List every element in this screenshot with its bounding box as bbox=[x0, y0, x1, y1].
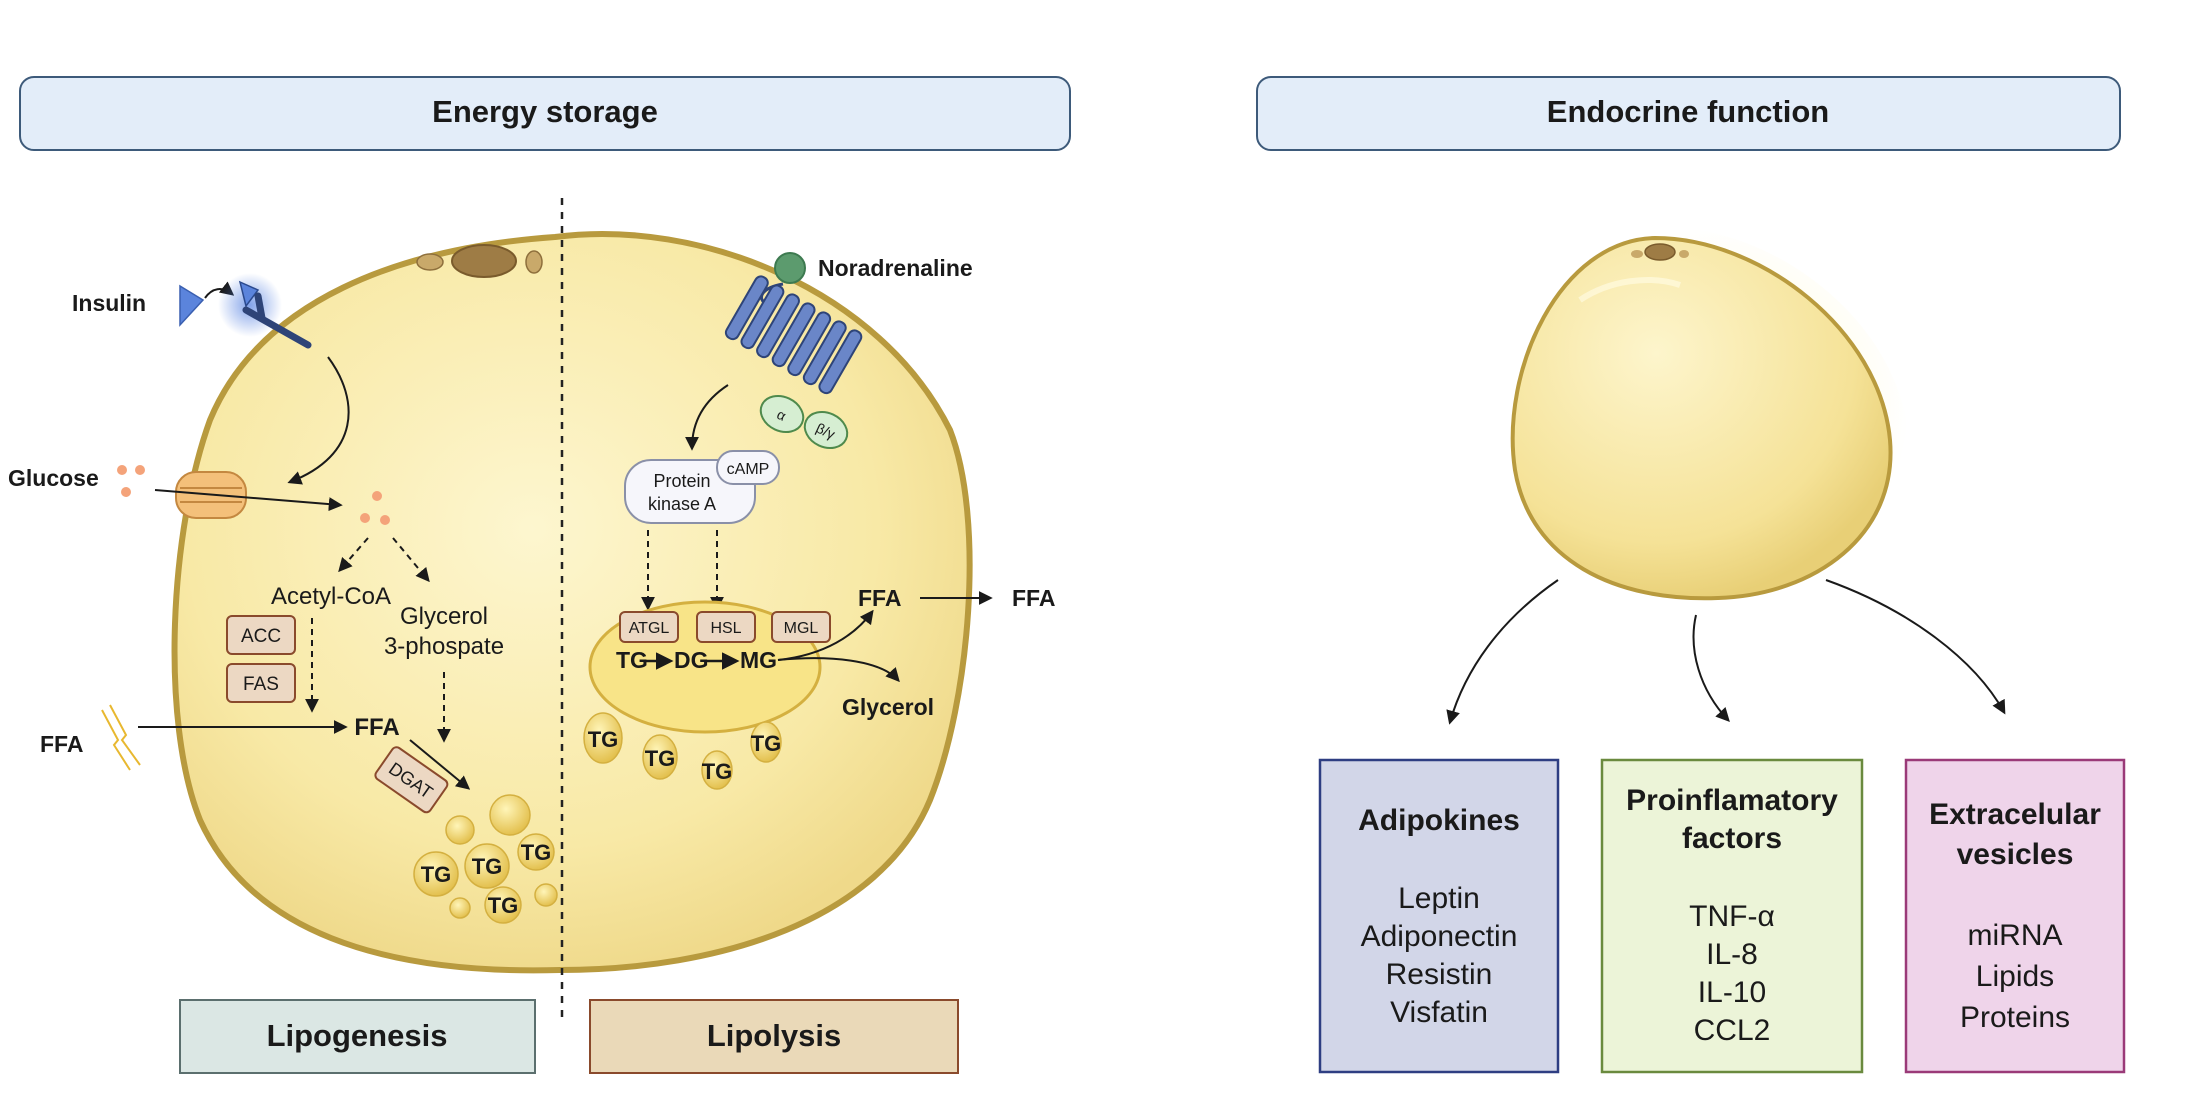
fatty-acid-icon bbox=[101, 704, 141, 771]
adipokines-title: Adipokines bbox=[1358, 804, 1520, 837]
lipolysis-box: Lipolysis bbox=[589, 999, 959, 1074]
vesicles-title-line1: Extracelular bbox=[1929, 798, 2101, 831]
camp-badge: cAMP bbox=[716, 450, 780, 485]
svg-text:kinase A: kinase A bbox=[648, 494, 716, 514]
svg-text:cAMP: cAMP bbox=[727, 461, 770, 478]
gpcr-receptor-icon bbox=[724, 275, 863, 395]
proinflammatory-item: CCL2 bbox=[1694, 1014, 1771, 1047]
svg-text:MGL: MGL bbox=[784, 620, 819, 637]
ffa-inside-label: FFA bbox=[354, 714, 399, 741]
g-protein-alpha-icon: α bbox=[759, 395, 805, 433]
adipokine-item: Visfatin bbox=[1390, 996, 1488, 1029]
svg-text:FAS: FAS bbox=[243, 674, 279, 695]
dg-label: DG bbox=[674, 647, 709, 673]
insulin-molecule-icon bbox=[179, 284, 205, 327]
glycerol-released-label: Glycerol bbox=[842, 694, 934, 720]
svg-text:Lipogenesis: Lipogenesis bbox=[267, 1018, 448, 1053]
lipogenesis-box: Lipogenesis bbox=[179, 999, 536, 1074]
atgl-enzyme: ATGL bbox=[619, 611, 679, 643]
nucleus-icon bbox=[451, 244, 517, 278]
vesicle-item: Proteins bbox=[1960, 1001, 2070, 1034]
svg-text:TG: TG bbox=[588, 727, 619, 752]
fas-enzyme: FAS bbox=[226, 663, 296, 703]
vesicles-title-line2: vesicles bbox=[1957, 838, 2074, 871]
energy-storage-header: Energy storage bbox=[19, 76, 1071, 151]
arrow-to-adipokines bbox=[1446, 579, 1559, 725]
svg-text:TG: TG bbox=[702, 759, 733, 784]
proinflammatory-item: IL-8 bbox=[1706, 938, 1758, 971]
adipokine-item: Resistin bbox=[1386, 958, 1493, 991]
endocrine-adipocyte-icon bbox=[1510, 227, 1909, 601]
glucose-label: Glucose bbox=[8, 465, 99, 491]
glucose-molecules-inside-icon bbox=[360, 491, 390, 525]
mg-label: MG bbox=[740, 647, 777, 673]
svg-text:TG: TG bbox=[472, 854, 503, 879]
noradrenaline-molecule-icon bbox=[774, 252, 806, 284]
svg-text:Lipolysis: Lipolysis bbox=[707, 1018, 841, 1053]
mitochondrion-icon bbox=[525, 250, 543, 274]
ffa-outside-label: FFA bbox=[40, 731, 83, 757]
hsl-enzyme: HSL bbox=[696, 611, 756, 643]
adipokine-item: Leptin bbox=[1398, 882, 1480, 915]
noradrenaline-label: Noradrenaline bbox=[818, 255, 973, 281]
lipid-droplets-left: TG TG TG TG bbox=[413, 794, 558, 924]
svg-text:TG: TG bbox=[751, 731, 782, 756]
vesicle-item: Lipids bbox=[1976, 960, 2054, 993]
svg-text:ACC: ACC bbox=[241, 626, 281, 647]
ffa-exported-label: FFA bbox=[1012, 585, 1055, 611]
ffa-released-label: FFA bbox=[858, 585, 901, 611]
endocrine-function-title: Endocrine function bbox=[1547, 94, 1829, 129]
mgl-enzyme: MGL bbox=[771, 611, 831, 643]
arrow-to-proinflammatory bbox=[1692, 614, 1730, 723]
glycerol-label-line2: 3-phospate bbox=[384, 633, 504, 660]
tg-substrate-label: TG bbox=[616, 647, 648, 673]
adipokines-box: Adipokines Leptin Adiponectin Resistin V… bbox=[1318, 758, 1560, 1074]
mitochondrion-icon bbox=[416, 253, 444, 271]
proinflammatory-title-line2: factors bbox=[1682, 822, 1782, 855]
extracellular-vesicles-box: Extracelular vesicles miRNA Lipids Prote… bbox=[1904, 758, 2126, 1074]
glycerol-label-line1: Glycerol bbox=[400, 603, 488, 630]
glucose-molecules-icon bbox=[117, 465, 145, 497]
svg-text:TG: TG bbox=[421, 862, 452, 887]
proinflammatory-box: Proinflamatory factors TNF-α IL-8 IL-10 … bbox=[1600, 758, 1864, 1074]
svg-text:ATGL: ATGL bbox=[629, 620, 670, 637]
acetyl-coa-label: Acetyl-CoA bbox=[271, 583, 391, 610]
svg-text:TG: TG bbox=[521, 840, 552, 865]
svg-text:TG: TG bbox=[488, 893, 519, 918]
svg-text:Protein: Protein bbox=[653, 471, 710, 491]
endocrine-function-header: Endocrine function bbox=[1256, 76, 2121, 151]
svg-text:TG: TG bbox=[645, 746, 676, 771]
g-protein-beta-gamma-icon: β/γ bbox=[803, 411, 849, 449]
svg-text:HSL: HSL bbox=[710, 620, 741, 637]
arrow-to-vesicles bbox=[1825, 579, 2006, 715]
proinflammatory-item: TNF-α bbox=[1689, 900, 1775, 933]
adipokine-item: Adiponectin bbox=[1361, 920, 1518, 953]
insulin-receptor-icon bbox=[218, 273, 312, 349]
acc-enzyme: ACC bbox=[226, 615, 296, 655]
vesicle-item: miRNA bbox=[1968, 919, 2063, 952]
energy-storage-title: Energy storage bbox=[432, 94, 658, 129]
lipid-droplets-right: TG TG TG TG bbox=[583, 712, 782, 790]
svg-text:β/γ: β/γ bbox=[814, 420, 838, 443]
proinflammatory-title-line1: Proinflamatory bbox=[1626, 784, 1838, 817]
insulin-label: Insulin bbox=[72, 290, 146, 316]
proinflammatory-item: IL-10 bbox=[1698, 976, 1766, 1009]
